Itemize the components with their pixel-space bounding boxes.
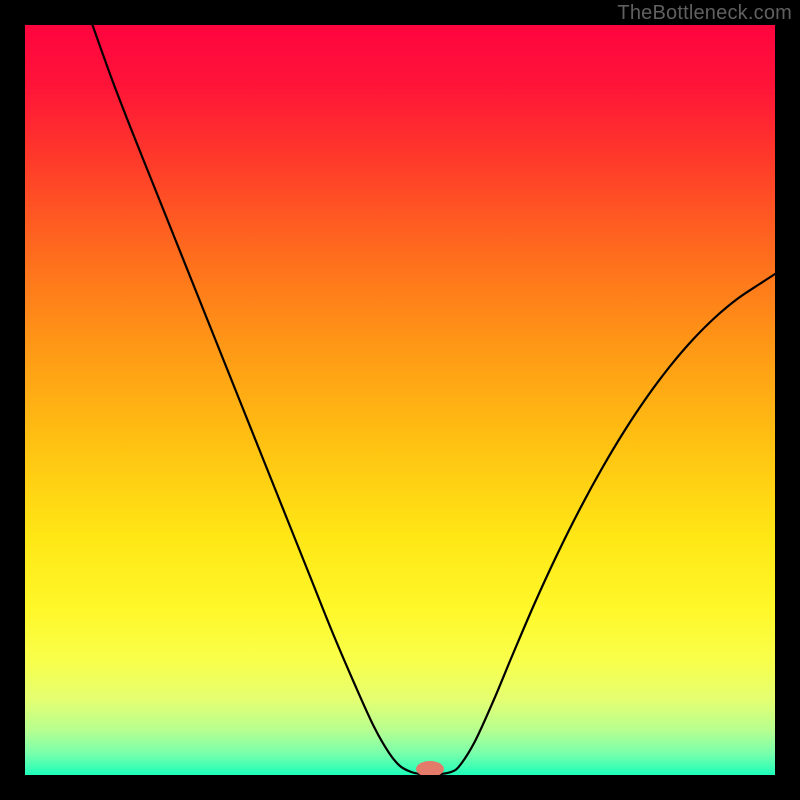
optimal-marker bbox=[416, 761, 444, 777]
plot-area bbox=[25, 25, 775, 777]
gradient-background bbox=[25, 25, 775, 775]
watermark-label: TheBottleneck.com bbox=[617, 2, 792, 25]
chart-container: TheBottleneck.com bbox=[0, 0, 800, 800]
bottleneck-chart bbox=[0, 0, 800, 800]
